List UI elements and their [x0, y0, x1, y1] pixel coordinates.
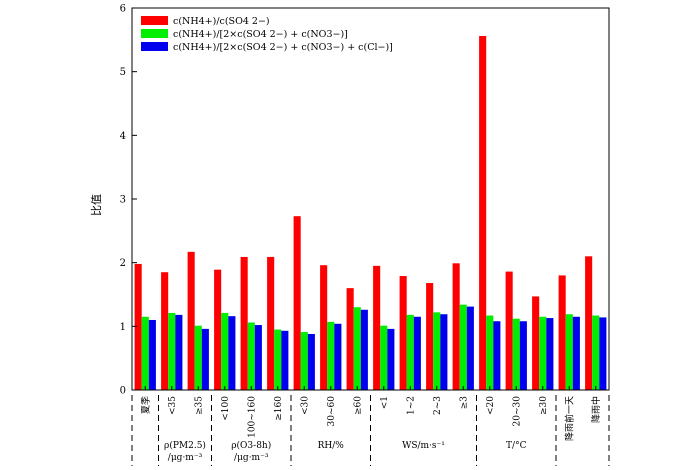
bar-series-2-4 — [247, 322, 255, 390]
category-label-17: 降雨中 — [590, 396, 602, 423]
group-unit-2: /μg·m⁻³ — [234, 453, 269, 463]
bar-series-1-15 — [532, 296, 540, 390]
bar-series-2-3 — [221, 312, 229, 390]
bar-series-2-11 — [433, 312, 441, 390]
legend: c(NH4+)/c(SO4 2−) c(NH4+)/[2×c(SO4 2−) + … — [141, 16, 393, 53]
bar-series-1-12 — [452, 263, 460, 390]
category-label-7: 30~60 — [327, 396, 337, 427]
bar-series-1-8 — [346, 288, 354, 390]
category-label-8: ≥60 — [353, 396, 363, 415]
category-label-6: <30 — [300, 396, 310, 415]
bar-series-1-14 — [505, 271, 513, 390]
bar-series-2-15 — [539, 316, 547, 390]
group-label-5: T/°C — [506, 441, 527, 451]
bar-series-3-12 — [466, 306, 474, 390]
category-label-15: ≥30 — [539, 396, 549, 415]
bar-series-1-9 — [373, 265, 381, 390]
bar-series-3-15 — [546, 318, 554, 390]
bar-series-3-6 — [307, 333, 315, 390]
bar-series-1-6 — [293, 216, 301, 390]
legend-label-1: c(NH4+)/c(SO4 2−) — [173, 16, 270, 27]
group-unit-1: /μg·m⁻³ — [168, 453, 203, 463]
bar-series-2-0 — [141, 316, 149, 390]
bar-series-2-14 — [512, 318, 520, 390]
bar-series-1-16 — [558, 275, 566, 390]
y-tick-label: 4 — [120, 131, 126, 142]
legend-label-3: c(NH4+)/[2×c(SO4 2−) + c(NO3−) + c(Cl−)] — [173, 42, 393, 53]
y-tick-label: 3 — [120, 195, 126, 206]
bar-series-3-10 — [413, 316, 421, 390]
bar-series-2-2 — [194, 325, 202, 390]
legend-swatch-3 — [141, 42, 168, 51]
y-axis-label: 比值 — [90, 194, 103, 216]
bar-series-3-17 — [599, 317, 607, 390]
category-label-5: ≥160 — [274, 396, 284, 421]
category-label-16: 降雨前一天 — [563, 396, 575, 441]
category-label-0: 夏季 — [139, 396, 151, 414]
legend-label-2: c(NH4+)/[2×c(SO4 2−) + c(NO3−)] — [173, 29, 348, 40]
bar-series-3-2 — [201, 328, 209, 390]
category-label-12: ≥3 — [459, 396, 469, 410]
bar-series-2-7 — [327, 321, 335, 390]
bar-series-3-9 — [387, 328, 395, 390]
legend-swatch-2 — [141, 29, 168, 38]
bar-series-3-13 — [493, 321, 501, 390]
group-label-3: RH/% — [318, 441, 345, 451]
bar-series-3-4 — [254, 325, 262, 390]
bar-series-1-3 — [214, 269, 222, 390]
bar-series-2-6 — [300, 332, 308, 390]
y-tick-label: 6 — [120, 4, 126, 15]
category-label-14: 20~30 — [512, 396, 522, 427]
y-tick-label: 0 — [120, 386, 126, 397]
bar-series-3-16 — [572, 316, 580, 390]
group-label-2: ρ(O3-8h) — [231, 440, 271, 451]
bar-series-3-8 — [360, 309, 368, 390]
bar-series-2-13 — [486, 315, 494, 390]
group-label-1: ρ(PM2.5) — [164, 440, 206, 451]
axes-layer: 0 1 2 3 4 5 6 — [120, 4, 610, 397]
category-label-4: 100~160 — [247, 396, 257, 438]
bar-series-3-7 — [334, 323, 342, 390]
y-tick-label: 1 — [120, 322, 126, 333]
y-tick-label: 5 — [120, 67, 126, 78]
y-tick-label: 2 — [120, 258, 126, 269]
bar-series-2-5 — [274, 329, 282, 390]
category-label-3: <100 — [221, 396, 231, 421]
group-label-4: WS/m·s⁻¹ — [402, 441, 445, 451]
category-label-1: <35 — [168, 396, 178, 415]
bar-series-2-9 — [380, 325, 388, 390]
bar-series-2-1 — [168, 312, 176, 390]
bar-series-2-8 — [353, 307, 361, 390]
bar-series-3-5 — [281, 330, 289, 390]
bar-series-2-17 — [592, 315, 600, 390]
bars-layer — [134, 36, 607, 390]
bar-series-1-0 — [134, 263, 142, 390]
bar-series-3-1 — [175, 314, 183, 390]
bar-series-3-11 — [440, 314, 448, 390]
bar-series-1-4 — [240, 256, 248, 390]
bar-series-3-14 — [519, 321, 527, 390]
x-labels-layer: 夏季 <35 ≥35 <100 100~160 ≥160 <30 30~60 ≥60 <1 1~2 2… — [131, 395, 610, 466]
bar-series-1-5 — [267, 256, 275, 390]
bar-series-1-7 — [320, 265, 328, 390]
category-label-11: 2~3 — [433, 396, 443, 415]
bar-series-2-12 — [459, 304, 467, 390]
bar-series-3-0 — [148, 319, 156, 390]
bar-series-1-17 — [585, 256, 593, 390]
bar-series-1-10 — [399, 276, 407, 390]
category-label-13: <20 — [486, 396, 496, 415]
category-label-10: 1~2 — [406, 396, 416, 415]
bar-series-3-3 — [228, 316, 236, 390]
category-label-9: <1 — [380, 396, 390, 409]
bar-series-1-13 — [479, 36, 487, 390]
bar-series-1-11 — [426, 283, 434, 390]
category-label-2: ≥35 — [194, 396, 204, 415]
bar-series-2-16 — [565, 314, 573, 390]
bar-series-2-10 — [406, 314, 414, 390]
bar-series-1-1 — [161, 272, 169, 390]
legend-swatch-1 — [141, 16, 168, 25]
bar-series-1-2 — [187, 251, 195, 390]
